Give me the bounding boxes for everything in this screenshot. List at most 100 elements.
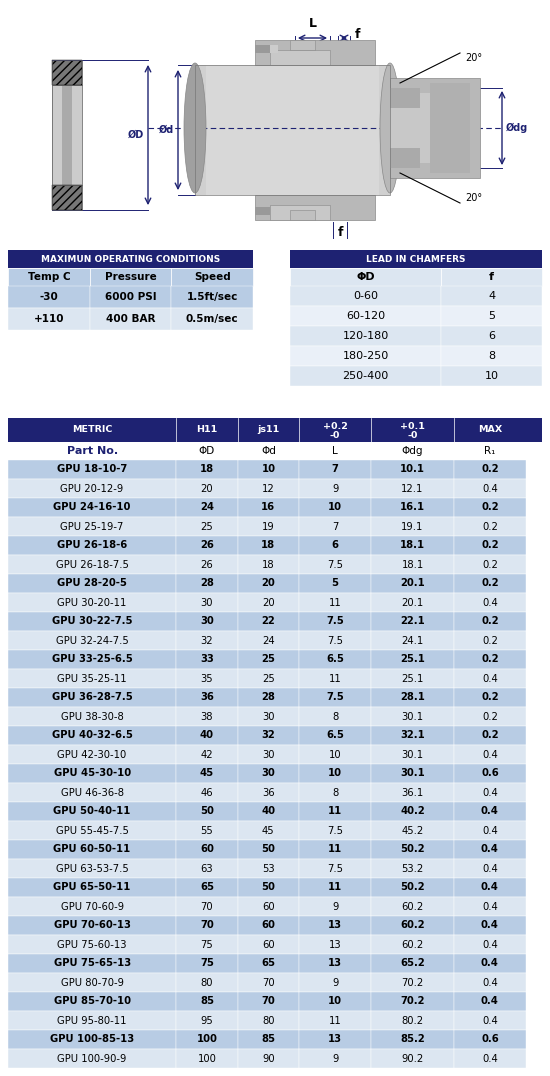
Text: 100: 100 [196, 1034, 217, 1045]
Text: GPU 65-50-11: GPU 65-50-11 [53, 882, 131, 892]
Bar [238, 669, 299, 688]
Text: 30.1: 30.1 [400, 768, 425, 779]
Bar [430, 83, 470, 173]
Bar [371, 461, 454, 479]
Bar [176, 726, 238, 745]
Bar [0, 0, 550, 240]
Bar [8, 1011, 176, 1030]
Bar [176, 593, 238, 612]
Bar [454, 878, 526, 897]
Text: 75: 75 [200, 959, 214, 968]
Text: 70.2: 70.2 [400, 996, 425, 1006]
Bar [195, 65, 390, 195]
Text: ΦD: ΦD [356, 272, 375, 282]
Text: 0.4: 0.4 [482, 1016, 498, 1025]
Text: 30.1: 30.1 [402, 750, 424, 760]
Bar [299, 650, 371, 669]
Bar [176, 498, 238, 516]
Text: 0.4: 0.4 [481, 959, 499, 968]
Text: 13: 13 [328, 1034, 342, 1045]
Text: 0.2: 0.2 [482, 560, 498, 569]
Text: 20: 20 [262, 597, 274, 608]
Bar [299, 935, 371, 954]
Text: GPU 30-20-11: GPU 30-20-11 [57, 597, 127, 608]
Bar [52, 185, 82, 210]
Text: 0.4: 0.4 [481, 882, 499, 892]
Text: 6.5: 6.5 [326, 654, 344, 665]
Text: 10: 10 [328, 996, 342, 1006]
Bar [8, 726, 176, 745]
Text: 0.2: 0.2 [481, 579, 499, 589]
Bar [8, 935, 176, 954]
Bar [299, 593, 371, 612]
Text: 0.2: 0.2 [481, 540, 499, 551]
Bar [195, 65, 390, 195]
Bar [299, 992, 371, 1011]
Bar [8, 498, 176, 516]
Text: GPU 80-70-9: GPU 80-70-9 [60, 977, 124, 988]
Text: 36.1: 36.1 [402, 788, 424, 797]
Text: 4: 4 [488, 291, 495, 301]
Text: 19.1: 19.1 [402, 522, 424, 532]
Text: 400 BAR: 400 BAR [106, 314, 155, 324]
Bar [290, 210, 315, 220]
Text: 28: 28 [200, 579, 214, 589]
Text: Φdg: Φdg [402, 445, 424, 456]
Bar [299, 498, 371, 516]
Text: 22.1: 22.1 [400, 617, 425, 626]
Text: 50: 50 [200, 807, 214, 817]
Text: 6.5: 6.5 [326, 731, 344, 740]
Bar [176, 631, 238, 650]
Bar [238, 954, 299, 973]
Bar [8, 461, 176, 479]
Text: 85: 85 [261, 1034, 276, 1045]
Bar [454, 461, 526, 479]
Text: 35: 35 [201, 674, 213, 683]
Bar [454, 821, 526, 840]
Text: 20.1: 20.1 [402, 597, 424, 608]
Bar [290, 268, 441, 286]
Text: 6: 6 [488, 331, 495, 341]
Text: 6: 6 [332, 540, 339, 551]
Text: 70: 70 [201, 902, 213, 911]
Text: Speed: Speed [194, 272, 230, 282]
Bar [52, 85, 82, 185]
Bar [8, 840, 176, 859]
Text: 55: 55 [201, 825, 213, 835]
Bar [176, 1030, 238, 1049]
Text: 0.4: 0.4 [482, 1053, 498, 1063]
Bar [176, 935, 238, 954]
Bar [238, 479, 299, 498]
Text: 20°: 20° [465, 193, 482, 203]
Bar [299, 574, 371, 593]
Bar [371, 745, 454, 764]
Text: 11: 11 [328, 882, 342, 892]
Text: 20.1: 20.1 [400, 579, 425, 589]
Bar [238, 859, 299, 878]
Bar [371, 612, 454, 631]
Bar [176, 802, 238, 821]
Bar [371, 574, 454, 593]
Text: 0.2: 0.2 [482, 711, 498, 722]
Bar [299, 840, 371, 859]
Bar [454, 631, 526, 650]
Text: 20: 20 [261, 579, 275, 589]
Text: 50.2: 50.2 [400, 845, 425, 854]
Bar [8, 574, 176, 593]
Text: GPU 75-65-13: GPU 75-65-13 [53, 959, 131, 968]
Bar [8, 417, 542, 442]
Text: 40.2: 40.2 [400, 807, 425, 817]
Bar [454, 745, 526, 764]
Text: 13: 13 [329, 939, 342, 949]
Text: Temp C: Temp C [28, 272, 70, 282]
Text: 9: 9 [332, 977, 338, 988]
Text: 5: 5 [488, 311, 495, 321]
Text: GPU 95-80-11: GPU 95-80-11 [57, 1016, 127, 1025]
Bar [52, 60, 82, 85]
Bar [238, 650, 299, 669]
Text: GPU 25-19-7: GPU 25-19-7 [60, 522, 124, 532]
Bar [8, 650, 176, 669]
Bar [371, 878, 454, 897]
Bar [206, 65, 379, 195]
Text: 40: 40 [261, 807, 276, 817]
